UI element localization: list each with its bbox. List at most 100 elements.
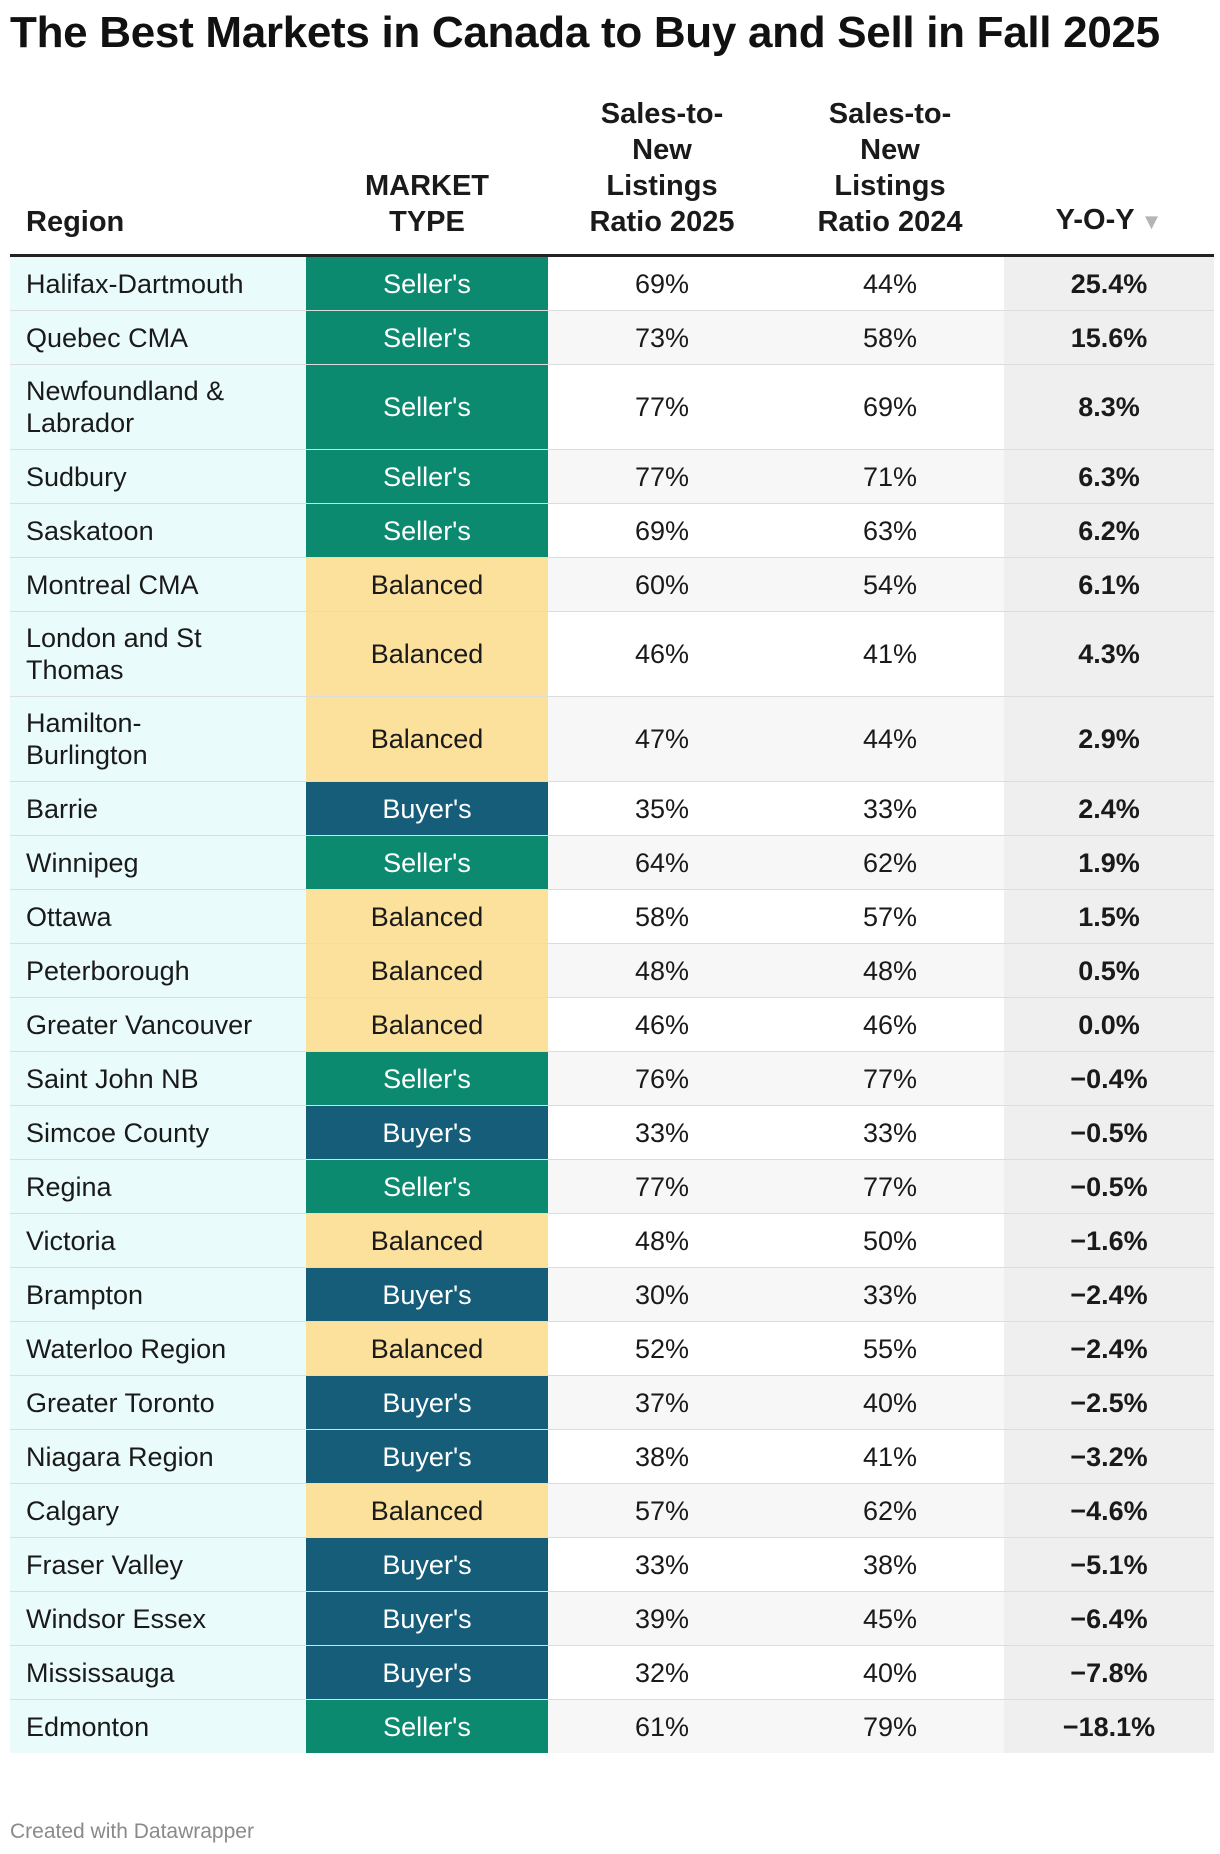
ratio-2024-cell: 33% — [776, 1267, 1004, 1322]
market-type-cell: Balanced — [306, 943, 548, 998]
market-type-cell: Buyer's — [306, 1429, 548, 1484]
column-header-ratio-2024[interactable]: Sales-to-New Listings Ratio 2024 — [776, 96, 1004, 256]
ratio-2025-cell: 48% — [548, 1213, 776, 1268]
region-cell: Quebec CMA — [10, 310, 306, 365]
yoy-cell: −4.6% — [1004, 1483, 1214, 1538]
market-type-cell: Balanced — [306, 997, 548, 1052]
yoy-cell: −5.1% — [1004, 1537, 1214, 1592]
ratio-2025-cell: 60% — [548, 557, 776, 612]
table-row: Mississauga Buyer's 32% 40% −7.8% — [10, 1645, 1214, 1700]
yoy-cell: −6.4% — [1004, 1591, 1214, 1646]
region-cell: Waterloo Region — [10, 1321, 306, 1376]
yoy-cell: 4.3% — [1004, 611, 1214, 697]
region-cell: Niagara Region — [10, 1429, 306, 1484]
markets-table: Region MARKET TYPE Sales-to-New Listings… — [10, 96, 1214, 1753]
yoy-cell: −7.8% — [1004, 1645, 1214, 1700]
column-header-market-type[interactable]: MARKET TYPE — [306, 96, 548, 256]
column-header-ratio-2025[interactable]: Sales-to-New Listings Ratio 2025 — [548, 96, 776, 256]
region-cell: Windsor Essex — [10, 1591, 306, 1646]
table-row: Saint John NB Seller's 76% 77% −0.4% — [10, 1051, 1214, 1106]
market-type-cell: Balanced — [306, 1213, 548, 1268]
region-cell: Simcoe County — [10, 1105, 306, 1160]
region-cell: Barrie — [10, 781, 306, 836]
column-header-ratio-2025-label: Sales-to-New Listings Ratio 2025 — [589, 98, 735, 238]
table-row: Montreal CMA Balanced 60% 54% 6.1% — [10, 557, 1214, 612]
table-row: Brampton Buyer's 30% 33% −2.4% — [10, 1267, 1214, 1322]
table-row: Winnipeg Seller's 64% 62% 1.9% — [10, 835, 1214, 890]
market-type-cell: Balanced — [306, 611, 548, 697]
column-header-region[interactable]: Region — [26, 206, 125, 238]
table-row: Greater Toronto Buyer's 37% 40% −2.5% — [10, 1375, 1214, 1430]
ratio-2025-cell: 69% — [548, 503, 776, 558]
yoy-cell: −18.1% — [1004, 1699, 1214, 1753]
ratio-2024-cell: 54% — [776, 557, 1004, 612]
market-type-cell: Seller's — [306, 364, 548, 450]
region-cell: Peterborough — [10, 943, 306, 998]
table-row: Waterloo Region Balanced 52% 55% −2.4% — [10, 1321, 1214, 1376]
market-type-cell: Seller's — [306, 1051, 548, 1106]
ratio-2024-cell: 69% — [776, 364, 1004, 450]
table-row: Newfoundland & Labrador Seller's 77% 69% 8.3… — [10, 364, 1214, 450]
ratio-2024-cell: 38% — [776, 1537, 1004, 1592]
yoy-cell: −0.5% — [1004, 1159, 1214, 1214]
ratio-2024-cell: 46% — [776, 997, 1004, 1052]
table-row: Quebec CMA Seller's 73% 58% 15.6% — [10, 310, 1214, 365]
table-row: Greater Vancouver Balanced 46% 46% 0.0% — [10, 997, 1214, 1052]
region-cell: Sudbury — [10, 449, 306, 504]
market-type-cell: Buyer's — [306, 1645, 548, 1700]
ratio-2025-cell: 64% — [548, 835, 776, 890]
market-type-cell: Balanced — [306, 557, 548, 612]
region-cell: Saskatoon — [10, 503, 306, 558]
yoy-cell: −0.4% — [1004, 1051, 1214, 1106]
region-cell: Greater Vancouver — [10, 997, 306, 1052]
ratio-2024-cell: 44% — [776, 696, 1004, 782]
ratio-2025-cell: 61% — [548, 1699, 776, 1753]
ratio-2025-cell: 52% — [548, 1321, 776, 1376]
ratio-2024-cell: 41% — [776, 611, 1004, 697]
table-row: Regina Seller's 77% 77% −0.5% — [10, 1159, 1214, 1214]
table-header-row: Region MARKET TYPE Sales-to-New Listings… — [10, 96, 1214, 256]
yoy-cell: 0.5% — [1004, 943, 1214, 998]
ratio-2025-cell: 73% — [548, 310, 776, 365]
ratio-2025-cell: 46% — [548, 997, 776, 1052]
ratio-2024-cell: 44% — [776, 255, 1004, 311]
ratio-2024-cell: 62% — [776, 835, 1004, 890]
region-cell: Victoria — [10, 1213, 306, 1268]
table-row: London and St Thomas Balanced 46% 41% 4.3% — [10, 611, 1214, 697]
footer-credit: Created with Datawrapper — [10, 1820, 254, 1843]
yoy-cell: 6.3% — [1004, 449, 1214, 504]
market-type-cell: Buyer's — [306, 1267, 548, 1322]
yoy-cell: 2.9% — [1004, 696, 1214, 782]
column-header-yoy[interactable]: Y-O-Y ▼ — [1004, 96, 1214, 256]
ratio-2024-cell: 71% — [776, 449, 1004, 504]
yoy-cell: −0.5% — [1004, 1105, 1214, 1160]
ratio-2024-cell: 63% — [776, 503, 1004, 558]
ratio-2025-cell: 77% — [548, 364, 776, 450]
table-row: Fraser Valley Buyer's 33% 38% −5.1% — [10, 1537, 1214, 1592]
yoy-cell: −3.2% — [1004, 1429, 1214, 1484]
region-cell: Saint John NB — [10, 1051, 306, 1106]
column-header-market-type-label: MARKET TYPE — [364, 170, 490, 238]
yoy-cell: −2.4% — [1004, 1267, 1214, 1322]
market-type-cell: Buyer's — [306, 781, 548, 836]
ratio-2024-cell: 79% — [776, 1699, 1004, 1753]
region-cell: Halifax-Dartmouth — [10, 255, 306, 311]
market-type-cell: Seller's — [306, 1699, 548, 1753]
market-type-cell: Seller's — [306, 835, 548, 890]
table-row: Sudbury Seller's 77% 71% 6.3% — [10, 449, 1214, 504]
ratio-2025-cell: 37% — [548, 1375, 776, 1430]
region-cell: Greater Toronto — [10, 1375, 306, 1430]
ratio-2025-cell: 58% — [548, 889, 776, 944]
ratio-2024-cell: 40% — [776, 1645, 1004, 1700]
market-type-cell: Balanced — [306, 1483, 548, 1538]
region-cell: Winnipeg — [10, 835, 306, 890]
yoy-cell: 6.1% — [1004, 557, 1214, 612]
table-row: Calgary Balanced 57% 62% −4.6% — [10, 1483, 1214, 1538]
region-cell: Ottawa — [10, 889, 306, 944]
table-row: Niagara Region Buyer's 38% 41% −3.2% — [10, 1429, 1214, 1484]
ratio-2024-cell: 33% — [776, 1105, 1004, 1160]
yoy-cell: 2.4% — [1004, 781, 1214, 836]
column-header-ratio-2024-label: Sales-to-New Listings Ratio 2024 — [817, 98, 963, 238]
sort-down-icon[interactable]: ▼ — [1140, 209, 1163, 234]
ratio-2025-cell: 38% — [548, 1429, 776, 1484]
